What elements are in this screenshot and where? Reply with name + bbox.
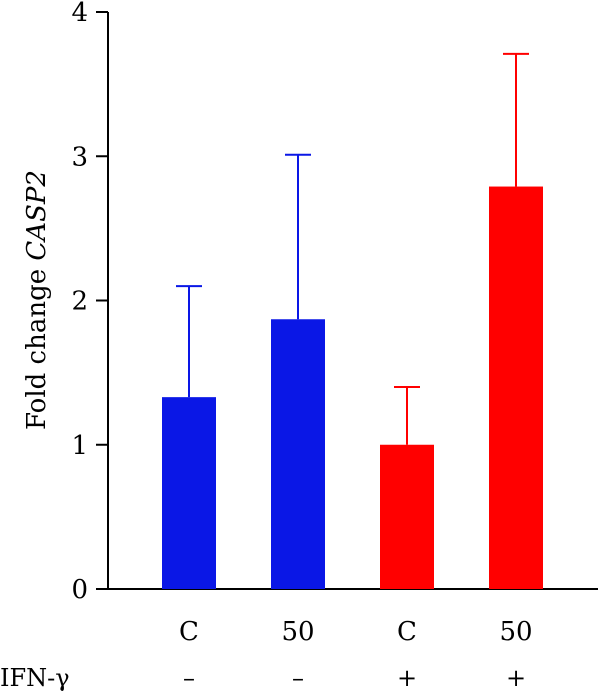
factor-level-3: + [506,664,526,692]
x-tick-labels: C 50 C 50 [179,617,533,647]
factor-level-2: + [397,664,417,692]
y-tick-label-0: 0 [71,575,88,605]
y-axis-title-gene: CASP2 [22,170,52,261]
bar-3 [489,186,543,590]
y-axis-title-prefix: Fold change [22,261,52,430]
x-tick-label-1: 50 [281,617,314,647]
factor-level-1: – [292,664,304,692]
y-axis-title: Fold change CASP2 [22,170,52,430]
factor-levels: – – + + [183,664,526,692]
y-ticks: 0 1 2 3 4 [71,0,108,605]
x-tick-label-3: 50 [499,617,532,647]
y-tick-label-3: 3 [71,142,88,172]
factor-label: IFN-γ [0,664,70,692]
y-tick-label-2: 2 [71,287,88,317]
bar-2 [380,444,434,589]
bar-0 [162,397,216,589]
y-tick-label-4: 4 [71,0,88,28]
x-tick-label-2: C [397,617,417,647]
y-tick-label-1: 1 [71,431,88,461]
bars [162,186,543,590]
error-bars [176,52,529,445]
x-tick-label-0: C [179,617,199,647]
factor-level-0: – [183,664,195,692]
y-axis: 0 1 2 3 4 [71,0,109,605]
bar-1 [271,319,325,589]
